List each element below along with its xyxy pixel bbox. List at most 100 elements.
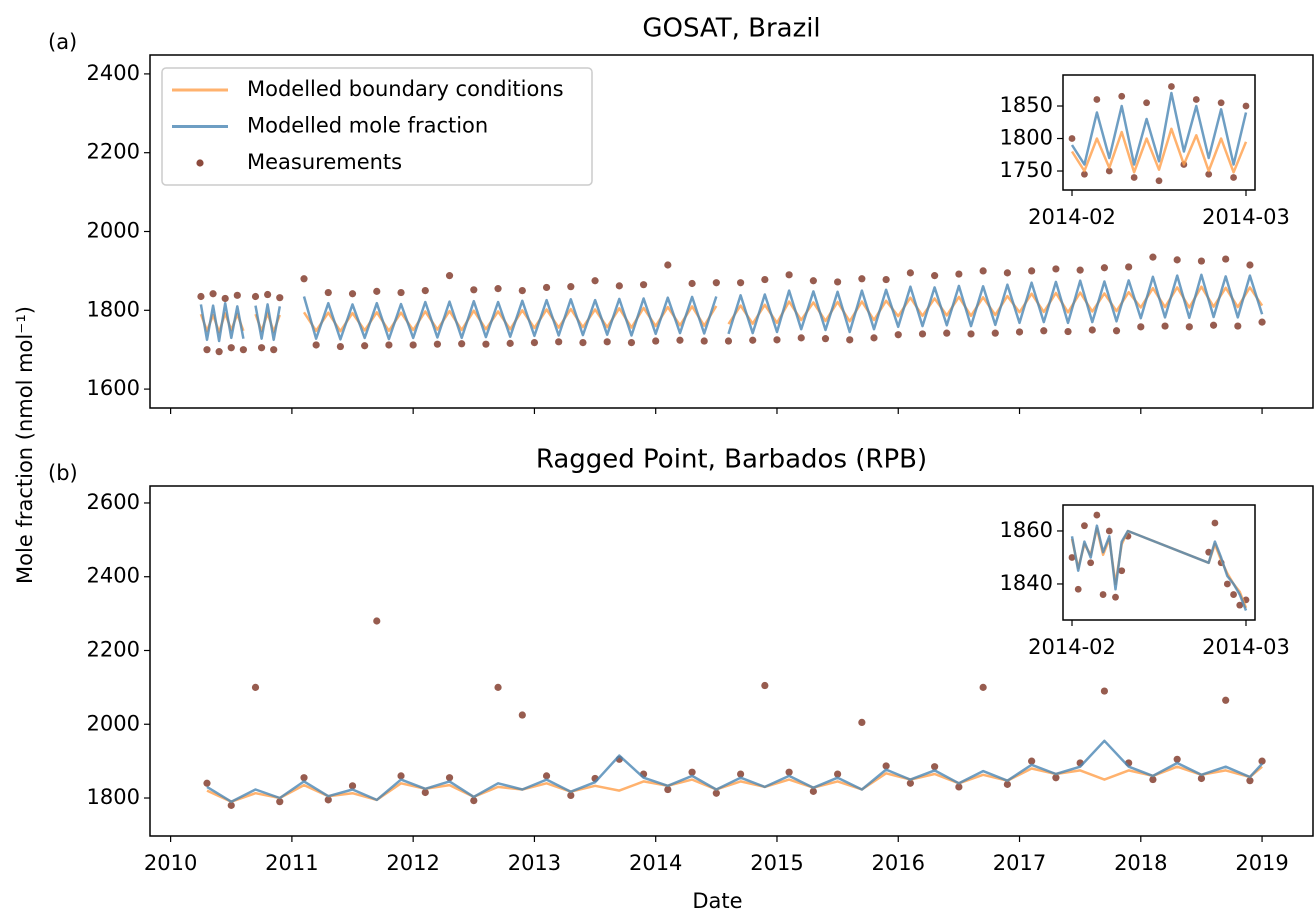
plot-frame xyxy=(149,485,1314,837)
measurement-point xyxy=(251,683,260,691)
x-tick-label: 2014-02 xyxy=(1028,205,1116,229)
measurement-point xyxy=(858,275,866,283)
measurement-point xyxy=(1242,102,1250,110)
measurement-point xyxy=(209,290,217,298)
panel-label: (b) xyxy=(48,461,78,485)
x-tick-label: 2014-03 xyxy=(1202,635,1290,659)
measurement-point xyxy=(300,275,308,283)
measurement-point xyxy=(1258,318,1266,326)
measurement-point xyxy=(979,267,987,275)
measurement-point xyxy=(555,338,563,346)
measurement-point xyxy=(1081,170,1088,178)
y-tick-label: 2200 xyxy=(87,637,140,661)
measurement-point xyxy=(1074,585,1082,593)
measurement-point xyxy=(1040,327,1048,335)
model-line xyxy=(1070,127,1248,174)
measurement-point xyxy=(1217,99,1225,107)
measurement-point xyxy=(761,275,769,284)
measurement-point xyxy=(1173,755,1181,763)
panel: 1840 1860 2014-02 2014-03 xyxy=(1000,504,1290,659)
x-tick-label: 2014-03 xyxy=(1202,205,1290,229)
measurement-point xyxy=(1028,757,1036,765)
measurement-point xyxy=(1155,177,1163,185)
measurement-point xyxy=(700,337,708,345)
measurement-point xyxy=(1003,780,1011,788)
measurement-point xyxy=(1211,519,1219,527)
measurement-point xyxy=(1205,170,1213,178)
measurement-point xyxy=(979,683,987,691)
measurement-point xyxy=(1185,323,1193,331)
measurement-point xyxy=(688,768,696,776)
measurement-point xyxy=(567,283,575,291)
legend-label: Measurements xyxy=(247,150,402,174)
x-axis-label: Date xyxy=(692,889,742,913)
measurement-point xyxy=(348,782,357,790)
measurement-point xyxy=(652,337,660,345)
x-tick-label: 2012 xyxy=(386,851,439,875)
model-line xyxy=(199,301,245,343)
measurement-point xyxy=(203,346,211,354)
measurement-point xyxy=(221,294,229,303)
measurement-point xyxy=(1258,757,1266,765)
measurement-point xyxy=(197,292,205,301)
chart-title: Ragged Point, Barbados (RPB) xyxy=(536,445,927,475)
measurement-point xyxy=(518,711,526,719)
measurement-point xyxy=(567,791,575,800)
measurement-point xyxy=(348,290,357,298)
measurement-point xyxy=(724,337,733,345)
measurement-point xyxy=(931,763,939,771)
measurement-point xyxy=(1222,255,1230,263)
y-tick-label: 1860 xyxy=(1000,518,1053,542)
x-tick-label: 2016 xyxy=(872,851,925,875)
legend: Modelled boundary conditions Modelled mol… xyxy=(161,67,593,186)
x-tick-label: 2014 xyxy=(629,851,682,875)
measurement-point xyxy=(870,334,878,342)
measurement-point xyxy=(397,288,405,297)
measurement-point xyxy=(712,279,720,287)
measurement-point xyxy=(1093,96,1101,103)
plot-frame xyxy=(1062,504,1256,621)
measurement-point xyxy=(251,292,260,301)
y-tick-label: 1600 xyxy=(87,376,140,400)
measurement-point xyxy=(203,779,211,787)
measurement-point xyxy=(1161,322,1169,330)
measurement-point xyxy=(1028,267,1036,275)
panel: 1750 1800 1850 2014-02 2014-03 xyxy=(1000,74,1290,229)
y-tick-label: 2400 xyxy=(87,61,140,85)
measurement-point xyxy=(1223,580,1231,588)
measurement-point xyxy=(1143,99,1150,107)
measurement-point xyxy=(603,338,611,346)
measurement-point xyxy=(846,336,854,344)
measurement-point xyxy=(639,281,648,289)
measurement-point xyxy=(1100,687,1109,695)
measurement-point xyxy=(1230,174,1237,181)
measurement-point xyxy=(1246,777,1254,785)
measurement-point xyxy=(1149,253,1157,261)
measurement-point xyxy=(445,774,454,782)
measurement-point xyxy=(494,285,502,293)
measurement-point xyxy=(1015,328,1024,336)
measurement-point xyxy=(470,796,478,805)
measurement-point xyxy=(542,283,551,292)
measurement-point xyxy=(1137,323,1145,331)
y-tick-label: 1840 xyxy=(1000,571,1053,595)
measurement-point xyxy=(409,341,417,349)
measurement-point xyxy=(421,788,429,797)
x-tick-label: 2018 xyxy=(1114,851,1167,875)
measurement-point xyxy=(834,278,842,286)
measurement-point xyxy=(1234,322,1242,330)
measurement-point xyxy=(785,271,793,279)
measurement-point xyxy=(494,683,502,691)
measurement-point xyxy=(324,796,332,804)
measurement-point xyxy=(373,617,381,625)
measurement-point xyxy=(324,288,332,297)
measurement-point xyxy=(785,768,793,776)
measurement-point xyxy=(858,718,866,727)
chart-title: GOSAT, Brazil xyxy=(642,14,820,44)
x-tick-label: 2011 xyxy=(265,851,318,875)
measurement-point xyxy=(712,789,720,797)
measurement-point xyxy=(1087,559,1095,567)
measurement-point xyxy=(361,342,369,350)
y-tick-label: 1750 xyxy=(1000,158,1053,182)
measurement-point xyxy=(239,346,247,354)
